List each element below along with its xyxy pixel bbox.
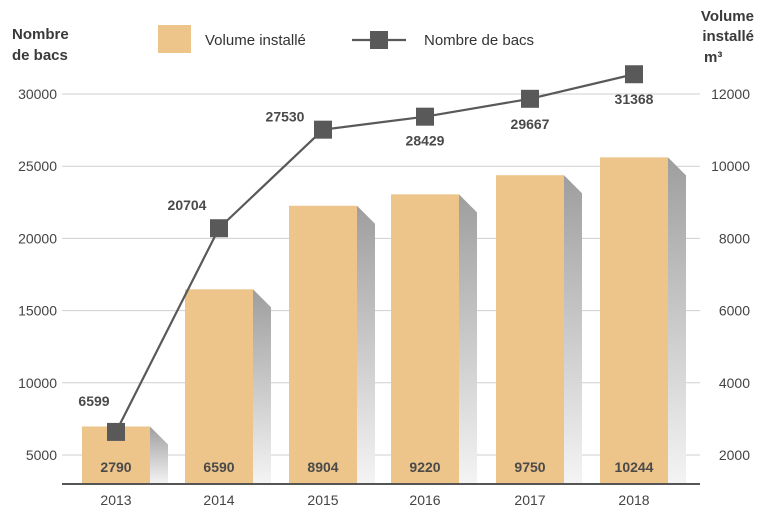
x-tick-label: 2017 [514,492,545,508]
legend-label-volume: Volume installé [205,32,306,49]
legend-label-nombre: Nombre de bacs [424,32,534,49]
line-marker [107,423,125,441]
right-tick-label: 2000 [719,447,750,463]
left-axis-title-line2: de bacs [12,47,68,64]
left-tick-label: 30000 [18,86,57,102]
x-axis-ticks: 2013 2014 2015 2016 2017 2018 [100,492,649,508]
x-tick-label: 2014 [203,492,234,508]
right-axis-title-line1: Volume [701,8,754,25]
bar-value-label: 10244 [615,459,654,475]
x-tick-label: 2013 [100,492,131,508]
right-tick-label: 8000 [719,230,750,246]
line-marker [625,65,643,83]
line-marker [314,121,332,139]
line-marker [210,219,228,237]
line-value-label: 6599 [78,393,109,409]
left-tick-label: 15000 [18,303,57,319]
right-axis-title-line2: installé [702,28,754,45]
line-value-label: 28429 [406,133,445,149]
line-marker [416,108,434,126]
right-tick-label: 6000 [719,303,750,319]
bar-shadow [253,289,271,484]
line-value-label: 27530 [266,109,305,125]
bar-shadow [150,426,168,484]
x-tick-label: 2018 [618,492,649,508]
left-tick-label: 10000 [18,375,57,391]
bar [289,206,357,484]
line-marker [521,90,539,108]
right-axis-title-line3: m³ [704,49,722,66]
bar-value-label: 9220 [409,459,440,475]
left-tick-label: 20000 [18,230,57,246]
bar [185,289,253,484]
right-tick-label: 10000 [711,158,750,174]
bar-value-label: 6590 [203,459,234,475]
right-tick-label: 4000 [719,375,750,391]
bar-value-label: 9750 [514,459,545,475]
bar-shadow [668,157,686,484]
line-value-label: 20704 [168,197,207,213]
bar-shadow [564,175,582,484]
line-value-label: 31368 [615,91,654,107]
line-value-label: 29667 [511,116,550,132]
legend: Volume installé Nombre de bacs [158,25,534,53]
left-axis-ticks: 5000 10000 15000 20000 25000 30000 [18,86,57,463]
left-axis-title-line1: Nombre [12,26,69,43]
x-tick-label: 2015 [307,492,338,508]
bar [391,194,459,484]
bar [496,175,564,484]
right-tick-label: 12000 [711,86,750,102]
bar-shadow [459,194,477,484]
legend-swatch-volume [158,25,191,53]
right-axis-ticks: 2000 4000 6000 8000 10000 12000 [711,86,750,463]
bar-value-label: 8904 [307,459,338,475]
bar [600,157,668,484]
left-tick-label: 25000 [18,158,57,174]
left-tick-label: 5000 [26,447,57,463]
x-tick-label: 2016 [409,492,440,508]
bar-shadow [357,206,375,484]
legend-marker-nombre [370,31,388,49]
bar-value-label: 2790 [100,459,131,475]
